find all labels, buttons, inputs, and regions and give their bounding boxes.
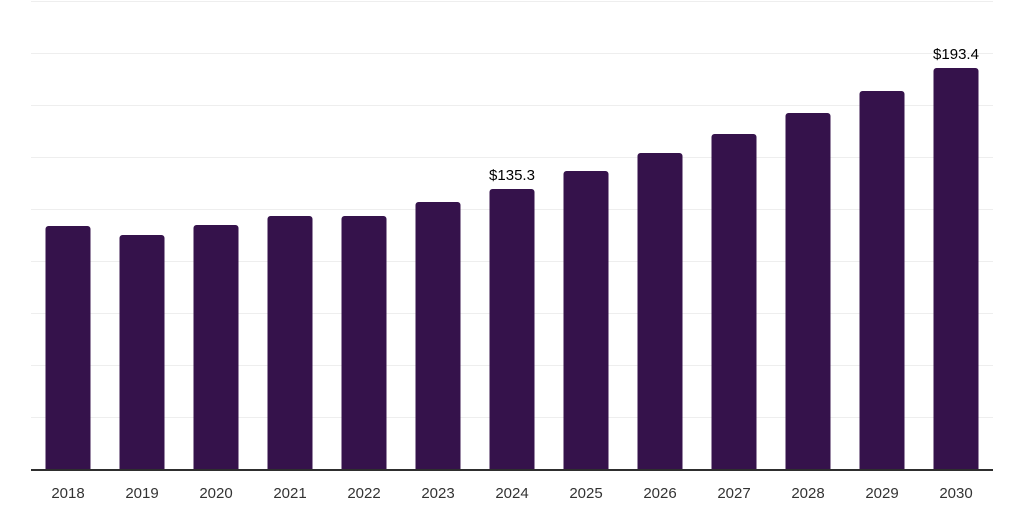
bar-2029 (859, 91, 905, 470)
bar-2028 (785, 113, 831, 470)
gridline-150 (31, 157, 993, 158)
bar-2026 (637, 153, 683, 470)
x-tick-2021: 2021 (273, 485, 307, 502)
bar-slot-2028 (771, 2, 845, 470)
x-tick-2029: 2029 (865, 485, 899, 502)
x-tick-2020: 2020 (199, 485, 233, 502)
bar-slot-2021 (253, 2, 327, 470)
x-tick-2027: 2027 (717, 485, 751, 502)
bar-slot-2029 (845, 2, 919, 470)
gridline-200 (31, 53, 993, 54)
gridline-175 (31, 105, 993, 106)
bar-2018 (45, 226, 91, 470)
bar-2020 (193, 224, 239, 470)
x-tick-2024: 2024 (495, 485, 529, 502)
data-label-2024: $135.3 (489, 166, 535, 184)
gridline-225 (31, 1, 993, 2)
x-tick-2022: 2022 (347, 485, 381, 502)
bar-slot-2019 (105, 2, 179, 470)
bar-2021 (267, 216, 313, 470)
bar-slot-2025 (549, 2, 623, 470)
plot-area: $135.3 $193.4 (31, 1, 993, 470)
x-tick-2030: 2030 (939, 485, 973, 502)
bar-slot-2018 (31, 2, 105, 470)
x-tick-2023: 2023 (421, 485, 455, 502)
bar-2022 (341, 216, 387, 470)
x-tick-2025: 2025 (569, 485, 603, 502)
bar-slot-2022 (327, 2, 401, 470)
bar-2024 (489, 188, 535, 470)
bar-2025 (563, 171, 609, 470)
bar-2019 (119, 235, 165, 470)
bar-slot-2027 (697, 2, 771, 470)
bar-2030 (933, 67, 979, 470)
x-tick-2028: 2028 (791, 485, 825, 502)
bar-slot-2026 (623, 2, 697, 470)
data-label-2030: $193.4 (933, 45, 979, 63)
bar-slot-2023 (401, 2, 475, 470)
x-axis-tick-labels: 2018 2019 2020 2021 2022 2023 2024 2025 2026 2027… (31, 485, 993, 503)
x-tick-2018: 2018 (51, 485, 85, 502)
bar-2027 (711, 133, 757, 470)
bar-slot-2020 (179, 2, 253, 470)
bar-slot-2024: $135.3 (475, 2, 549, 470)
x-axis-line (31, 469, 993, 471)
x-tick-2019: 2019 (125, 485, 159, 502)
bar-2023 (415, 201, 461, 470)
bar-slot-2030: $193.4 (919, 2, 993, 470)
x-tick-2026: 2026 (643, 485, 677, 502)
